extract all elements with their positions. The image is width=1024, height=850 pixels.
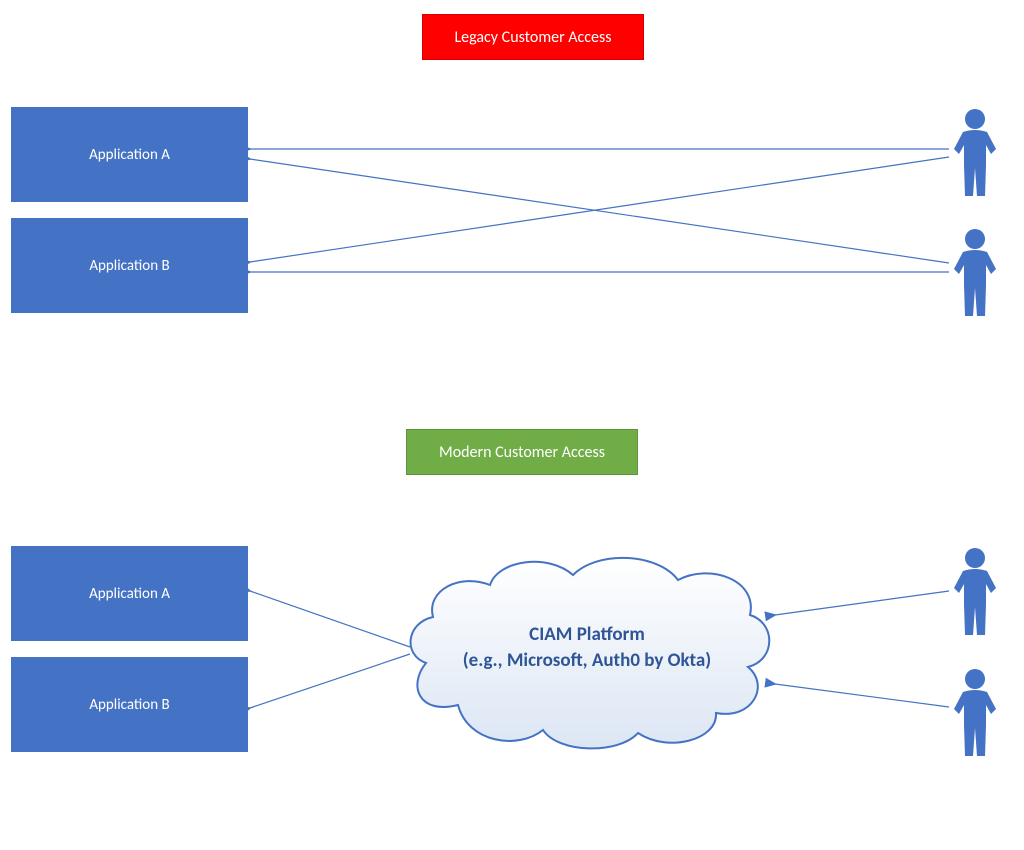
- arrow-line: [775, 684, 949, 707]
- user-icon: [953, 668, 997, 758]
- legacy-title-box: Legacy Customer Access: [422, 14, 644, 60]
- ciam-cloud-line2: (e.g., Microsoft, Auth0 by Okta): [463, 649, 711, 672]
- legacy-title-label: Legacy Customer Access: [454, 28, 611, 47]
- arrow-line: [250, 159, 949, 263]
- user-icon: [953, 108, 997, 198]
- modern-title-box: Modern Customer Access: [406, 429, 638, 475]
- legacy-app-b-box: Application B: [11, 218, 248, 313]
- modern-app-b-label: Application B: [89, 696, 169, 714]
- user-icon: [953, 547, 997, 637]
- modern-app-b-box: Application B: [11, 657, 248, 752]
- ciam-cloud-line1: CIAM Platform: [529, 623, 645, 646]
- ciam-cloud-text: CIAM Platform (e.g., Microsoft, Auth0 by…: [398, 622, 776, 673]
- legacy-app-a-label: Application A: [89, 146, 170, 164]
- arrow-line: [250, 157, 949, 262]
- ciam-cloud: CIAM Platform (e.g., Microsoft, Auth0 by…: [398, 545, 776, 755]
- user-icon: [953, 228, 997, 318]
- modern-app-a-box: Application A: [11, 546, 248, 641]
- legacy-app-b-label: Application B: [89, 257, 169, 275]
- arrow-line: [250, 654, 410, 708]
- modern-title-label: Modern Customer Access: [439, 443, 605, 462]
- arrow-line: [250, 591, 410, 647]
- modern-app-a-label: Application A: [89, 585, 170, 603]
- legacy-app-a-box: Application A: [11, 107, 248, 202]
- diagram-canvas: { "layout": { "width": 1024, "height": 8…: [0, 0, 1024, 850]
- arrow-line: [775, 591, 949, 615]
